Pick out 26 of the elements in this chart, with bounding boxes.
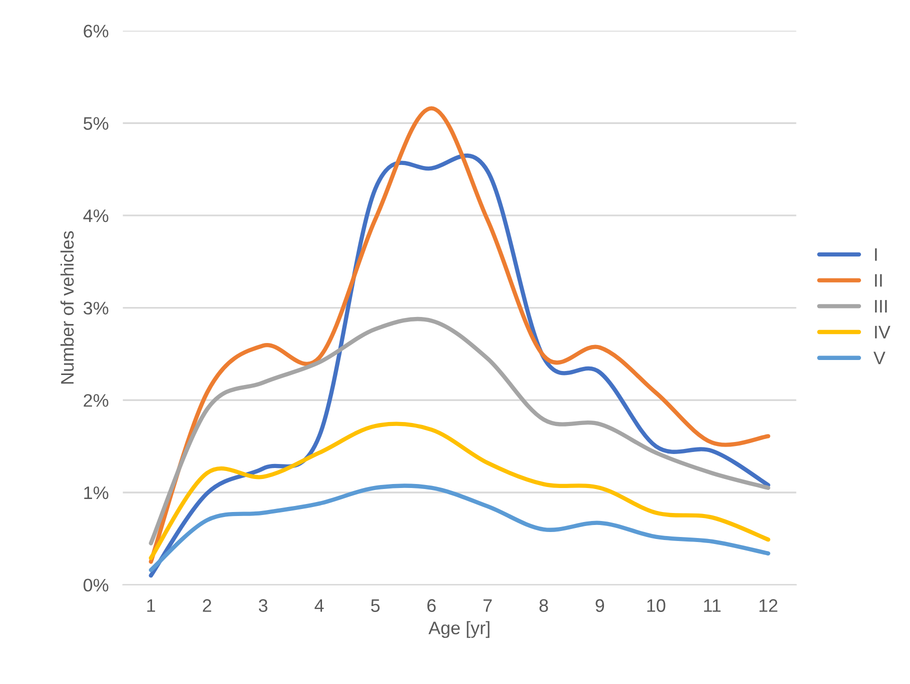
x-tick-label: 2 bbox=[202, 599, 212, 612]
y-tick-label: 0% bbox=[84, 578, 108, 592]
y-tick-label: 1% bbox=[84, 486, 108, 500]
legend-label: IV bbox=[875, 326, 890, 338]
y-tick-label: 4% bbox=[83, 209, 108, 222]
y-tick-label: 6% bbox=[84, 24, 108, 38]
x-tick-label: 1 bbox=[147, 599, 156, 612]
x-tick-label: 3 bbox=[258, 599, 268, 612]
y-tick-label: 5% bbox=[84, 117, 108, 130]
legend-label: I bbox=[875, 248, 877, 261]
x-tick-label: 10 bbox=[647, 599, 666, 612]
x-tick-label: 4 bbox=[314, 599, 324, 612]
x-axis-title: Age [yr] bbox=[428, 621, 490, 638]
x-tick-label: 5 bbox=[371, 599, 380, 612]
legend-label: V bbox=[873, 352, 886, 364]
legend-label: III bbox=[875, 300, 887, 312]
x-tick-label: 11 bbox=[704, 599, 721, 612]
x-tick-label: 9 bbox=[596, 599, 604, 612]
x-tick-label: 12 bbox=[760, 599, 778, 612]
y-axis-title: Number of vehicles bbox=[60, 231, 74, 384]
x-tick-label: 7 bbox=[484, 599, 492, 612]
y-tick-label: 2% bbox=[84, 394, 108, 407]
legend-label: II bbox=[875, 274, 882, 287]
x-tick-label: 6 bbox=[427, 599, 436, 612]
y-tick-label: 3% bbox=[84, 302, 108, 315]
x-tick-label: 8 bbox=[539, 599, 548, 612]
